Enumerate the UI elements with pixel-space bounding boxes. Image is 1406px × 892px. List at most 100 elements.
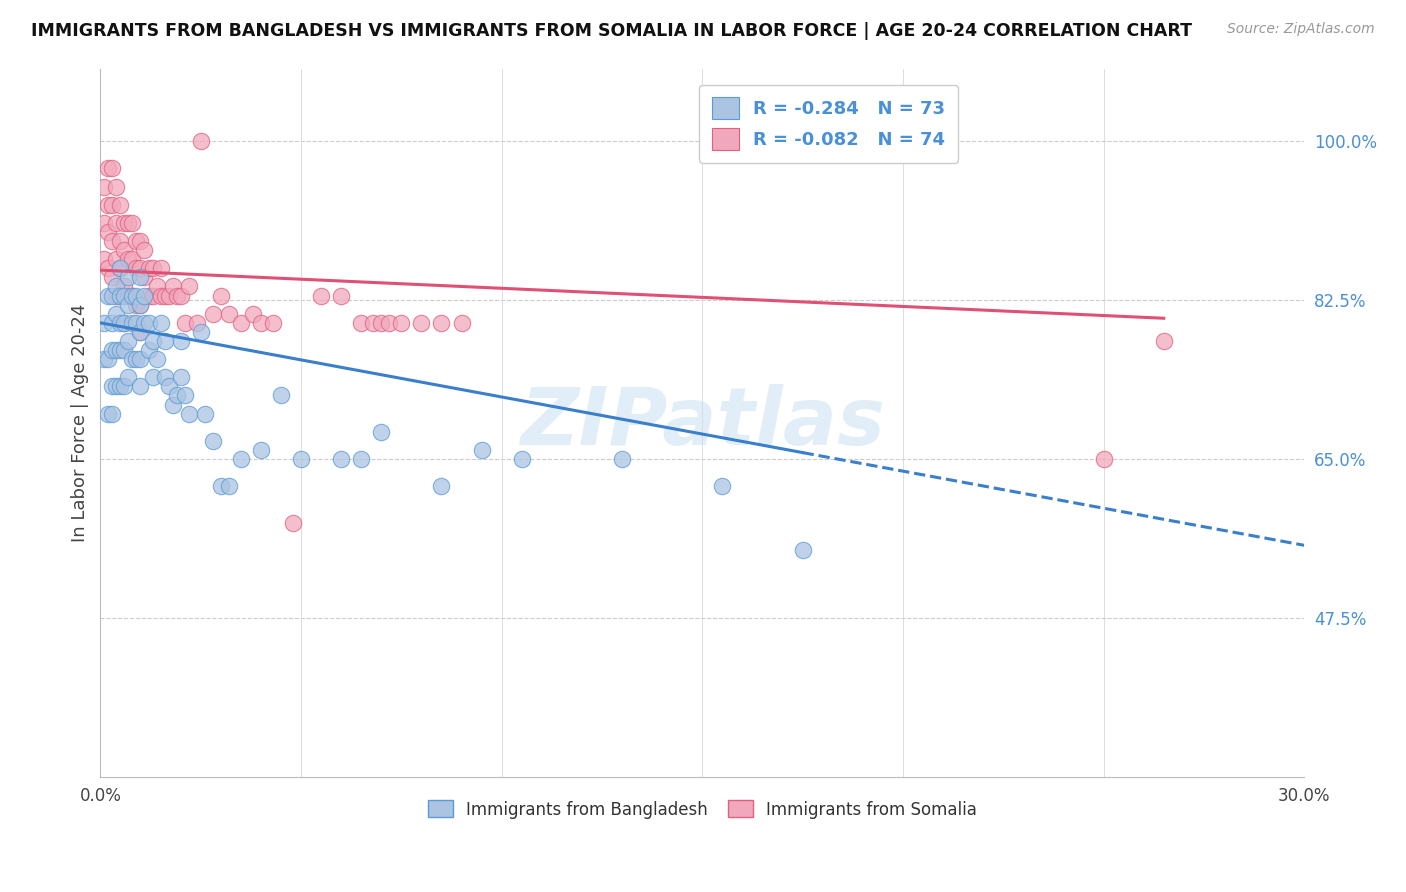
Point xyxy=(129,270,152,285)
Point xyxy=(129,379,152,393)
Point xyxy=(134,316,156,330)
Point xyxy=(177,279,200,293)
Point xyxy=(110,261,132,276)
Point xyxy=(125,316,148,330)
Point xyxy=(350,452,373,467)
Point xyxy=(1153,334,1175,348)
Point xyxy=(110,288,132,302)
Point xyxy=(378,316,401,330)
Point xyxy=(330,452,353,467)
Point xyxy=(125,352,148,367)
Point xyxy=(105,179,128,194)
Point xyxy=(450,316,472,330)
Point xyxy=(138,343,160,357)
Point xyxy=(101,270,124,285)
Point xyxy=(117,288,139,302)
Point xyxy=(112,316,135,330)
Point xyxy=(411,316,433,330)
Point xyxy=(112,379,135,393)
Point xyxy=(93,252,115,267)
Point xyxy=(169,288,191,302)
Point xyxy=(290,452,312,467)
Point xyxy=(117,370,139,384)
Point xyxy=(105,379,128,393)
Point xyxy=(97,261,120,276)
Point xyxy=(129,261,152,276)
Point xyxy=(105,307,128,321)
Point xyxy=(125,298,148,312)
Point xyxy=(1092,452,1115,467)
Point xyxy=(138,316,160,330)
Legend: Immigrants from Bangladesh, Immigrants from Somalia: Immigrants from Bangladesh, Immigrants f… xyxy=(420,794,984,825)
Point xyxy=(389,316,412,330)
Point xyxy=(262,316,284,330)
Point xyxy=(129,234,152,248)
Point xyxy=(112,316,135,330)
Point xyxy=(97,161,120,176)
Point xyxy=(101,198,124,212)
Point xyxy=(361,316,384,330)
Point xyxy=(117,216,139,230)
Point xyxy=(201,307,224,321)
Point xyxy=(93,179,115,194)
Point xyxy=(105,252,128,267)
Point xyxy=(166,288,188,302)
Point xyxy=(145,279,167,293)
Point xyxy=(610,452,633,467)
Point xyxy=(121,288,143,302)
Point xyxy=(141,261,163,276)
Point xyxy=(153,334,176,348)
Point xyxy=(117,270,139,285)
Point xyxy=(209,288,232,302)
Point xyxy=(110,234,132,248)
Point xyxy=(153,370,176,384)
Point xyxy=(138,288,160,302)
Point xyxy=(250,442,273,457)
Point xyxy=(149,316,172,330)
Point xyxy=(134,288,156,302)
Point xyxy=(141,370,163,384)
Point xyxy=(105,279,128,293)
Point xyxy=(471,442,494,457)
Point xyxy=(177,407,200,421)
Point xyxy=(101,407,124,421)
Point xyxy=(149,288,172,302)
Point xyxy=(792,542,814,557)
Point xyxy=(110,288,132,302)
Point xyxy=(157,379,180,393)
Point xyxy=(105,216,128,230)
Point xyxy=(110,343,132,357)
Point xyxy=(97,225,120,239)
Point xyxy=(162,279,184,293)
Point xyxy=(157,288,180,302)
Point xyxy=(350,316,373,330)
Point xyxy=(370,316,392,330)
Point xyxy=(121,316,143,330)
Point xyxy=(93,352,115,367)
Point xyxy=(93,316,115,330)
Point xyxy=(162,398,184,412)
Point xyxy=(173,388,195,402)
Point xyxy=(218,307,240,321)
Point xyxy=(145,352,167,367)
Point xyxy=(121,352,143,367)
Point xyxy=(112,243,135,257)
Point xyxy=(330,288,353,302)
Point xyxy=(218,479,240,493)
Point xyxy=(101,343,124,357)
Point xyxy=(129,325,152,339)
Point xyxy=(166,388,188,402)
Point xyxy=(112,343,135,357)
Point xyxy=(121,252,143,267)
Point xyxy=(242,307,264,321)
Point xyxy=(194,407,217,421)
Point xyxy=(105,288,128,302)
Point xyxy=(112,288,135,302)
Point xyxy=(121,216,143,230)
Point xyxy=(270,388,292,402)
Text: Source: ZipAtlas.com: Source: ZipAtlas.com xyxy=(1227,22,1375,37)
Point xyxy=(93,216,115,230)
Point xyxy=(229,452,252,467)
Point xyxy=(101,379,124,393)
Y-axis label: In Labor Force | Age 20-24: In Labor Force | Age 20-24 xyxy=(72,303,89,541)
